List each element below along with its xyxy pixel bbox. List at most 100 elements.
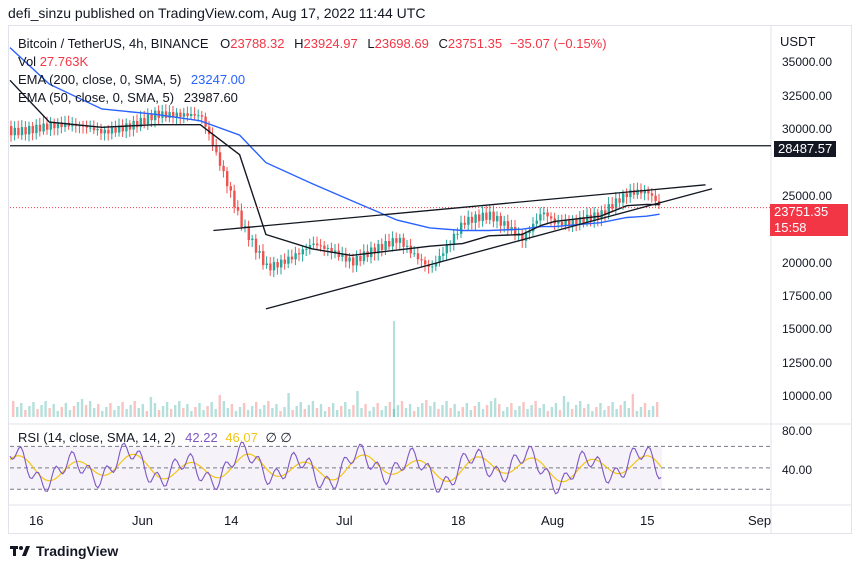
volume-bar: [40, 405, 43, 417]
candle-body: [460, 222, 463, 234]
volume-bar: [222, 401, 225, 417]
volume-bar: [113, 410, 116, 417]
volume-bar: [534, 401, 537, 417]
volume-bar: [574, 405, 578, 417]
volume-bar: [526, 409, 529, 417]
rsi-tick: 40.00: [782, 463, 813, 477]
ema50-legend: EMA (50, close, 0, SMA, 5) 23987.60: [18, 90, 238, 105]
date-tick: Sep: [748, 513, 772, 528]
candle-body: [571, 219, 574, 225]
ema200-legend: EMA (200, close, 0, SMA, 5) 23247.00: [18, 72, 245, 87]
candle-body: [348, 257, 351, 262]
footer-brand[interactable]: TradingView: [10, 543, 118, 559]
rsi-ma-line: [9, 453, 662, 483]
candle-body: [398, 237, 402, 243]
volume-bar: [566, 402, 570, 417]
candle-body: [179, 112, 182, 117]
bar-countdown: 15:58: [774, 220, 807, 235]
candle-body: [114, 127, 117, 133]
candle-body: [269, 263, 272, 271]
candle-body: [542, 212, 546, 215]
candle-body: [107, 129, 110, 134]
volume-bar: [510, 403, 513, 417]
volume-bar: [198, 403, 201, 417]
volume-bar: [226, 408, 230, 417]
volume-bar: [190, 411, 193, 417]
volume-bar: [230, 404, 234, 417]
low-value: 23698.69: [374, 36, 429, 51]
candle-body: [236, 206, 240, 211]
candle-body: [640, 189, 643, 194]
candle-body: [262, 251, 265, 266]
volume-bar: [538, 408, 541, 417]
candle-body: [211, 134, 214, 147]
candle-body: [64, 122, 67, 128]
volume-bar: [404, 408, 408, 417]
volume-bar: [93, 408, 96, 417]
candle-body: [391, 238, 394, 247]
volume-bar: [603, 410, 606, 417]
candle-body: [31, 125, 34, 134]
candle-body: [607, 204, 610, 215]
volume-bar: [303, 409, 306, 417]
volume-bar: [68, 410, 72, 417]
volume-bar: [88, 401, 92, 417]
ema50-line: [9, 79, 660, 257]
volume-bar: [153, 403, 157, 417]
volume-bar: [336, 410, 339, 417]
volume-bar: [396, 405, 400, 417]
candle-body: [305, 248, 308, 250]
volume-bar: [275, 404, 278, 417]
volume-bar: [60, 407, 63, 417]
volume-bar: [194, 407, 197, 417]
chart-frame[interactable]: [8, 25, 852, 534]
candle-body: [582, 217, 585, 223]
candle-body: [611, 204, 614, 209]
candle-body: [56, 122, 60, 129]
candle-body: [258, 251, 261, 253]
candle-body: [20, 127, 24, 136]
candle-body: [334, 250, 337, 253]
volume-bar: [400, 401, 404, 417]
candle-body: [244, 226, 247, 228]
rsi-tick: 80.00: [782, 424, 813, 438]
candle-body: [200, 115, 204, 117]
volume-bar: [437, 409, 440, 417]
rsi-value: 42.22: [185, 430, 218, 445]
candle-body: [370, 247, 373, 258]
candle-body: [229, 186, 232, 191]
volume-spike-bar: [393, 321, 395, 417]
price-tick: 25000.00: [782, 189, 833, 203]
volume-bar: [28, 406, 31, 417]
volume-bar: [352, 405, 355, 417]
candle-body: [586, 214, 589, 223]
candle-body: [546, 212, 549, 217]
low-label: L: [367, 36, 375, 51]
volume-bar: [234, 411, 238, 417]
candle-body: [265, 263, 268, 266]
candle-body: [431, 266, 434, 268]
candle-body: [298, 253, 301, 255]
volume-bar: [259, 409, 262, 417]
volume-bar: [327, 407, 331, 417]
volume-bar: [80, 399, 84, 417]
lower-trendline: [265, 188, 713, 310]
volume-bar: [372, 407, 375, 417]
candle-body: [478, 214, 481, 222]
volume-bar: [611, 402, 614, 417]
candle-body: [143, 117, 146, 125]
candle-body: [496, 215, 499, 222]
high-label: H: [294, 36, 304, 51]
close-label: C: [438, 36, 448, 51]
volume-bar: [615, 409, 618, 417]
volume-bar: [453, 404, 456, 417]
candle-body: [85, 126, 88, 128]
volume-bar: [542, 404, 545, 417]
candle-body: [650, 193, 654, 196]
candle-body: [352, 257, 355, 266]
candle-body: [215, 146, 218, 153]
candle-body: [629, 190, 632, 198]
candle-body: [604, 210, 607, 215]
candle-body: [384, 241, 387, 251]
